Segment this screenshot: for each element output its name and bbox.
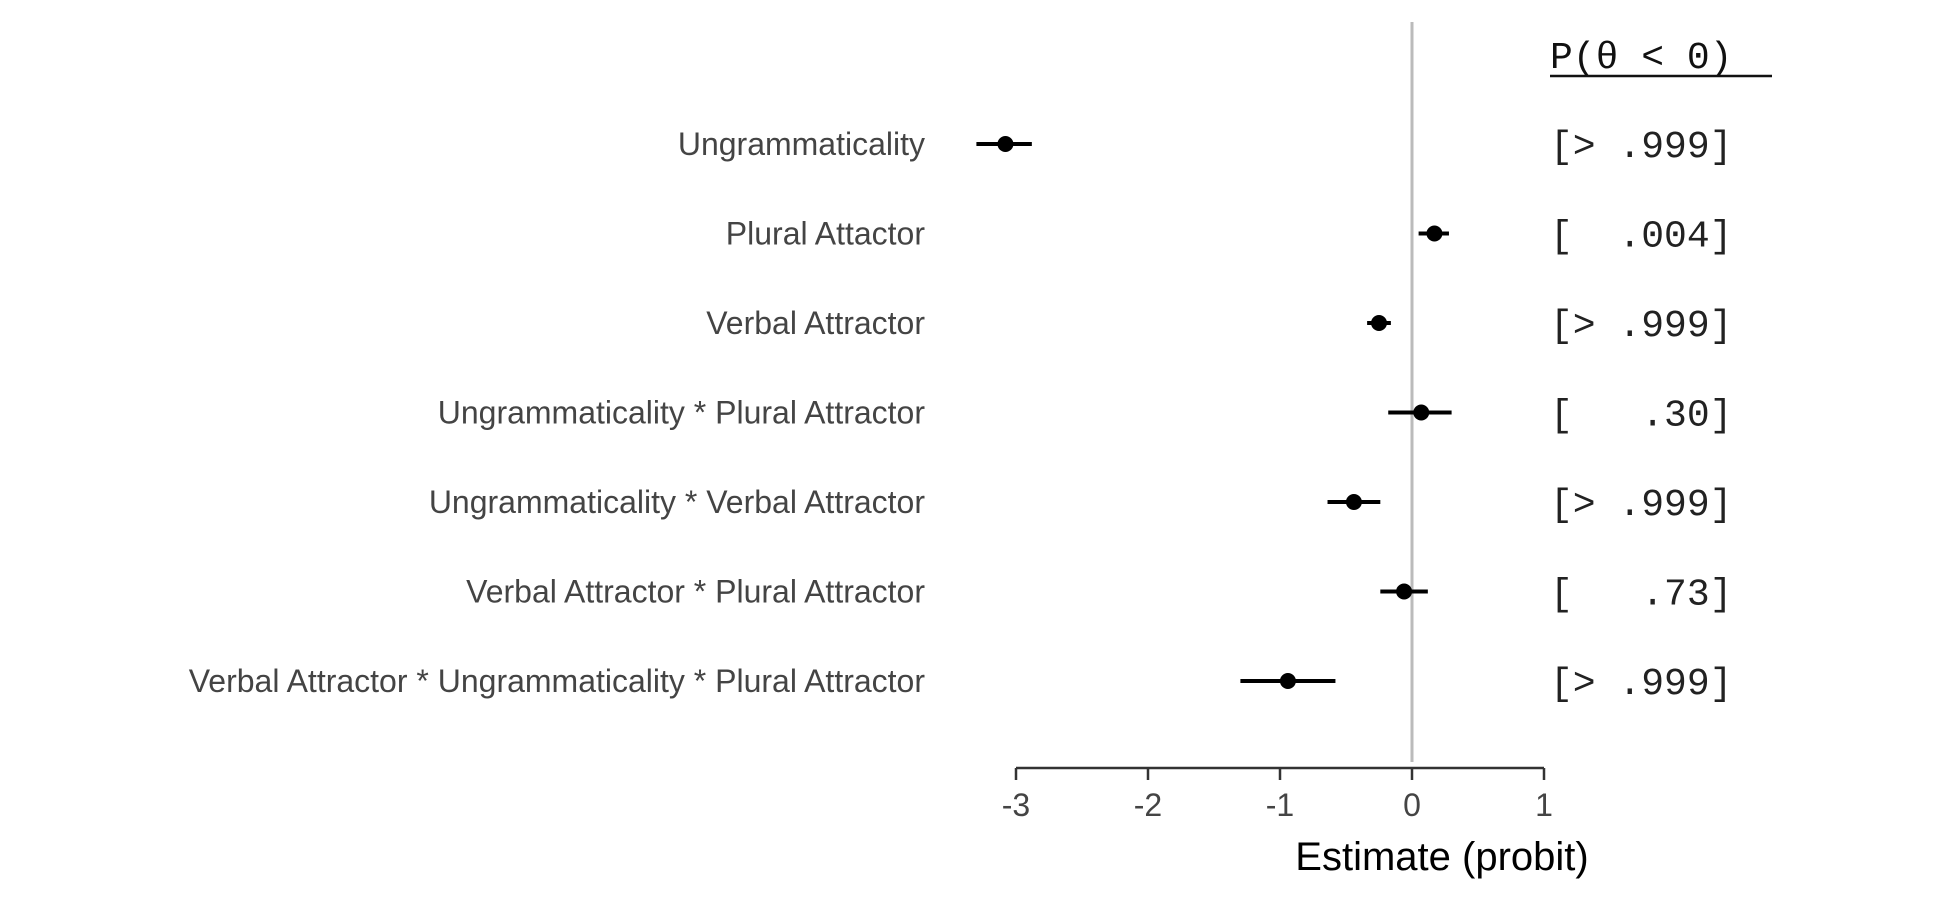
term-labels: Ungrammaticality Plural Attactor Verbal At… — [189, 126, 926, 699]
estimate-point — [1345, 494, 1362, 510]
x-tick-label: -1 — [1266, 787, 1294, 823]
probability-value: [> .999] — [1550, 126, 1732, 169]
probability-column: [> .999] [ .004] [> .999] [ .30] [> .999] [ .… — [1550, 126, 1732, 706]
estimate-point — [1396, 583, 1413, 600]
probability-header: P(θ < 0) — [1550, 37, 1732, 80]
estimate-point — [1279, 673, 1296, 689]
probability-value: [> .999] — [1550, 484, 1732, 527]
estimate-point — [997, 136, 1014, 152]
term-label: Verbal Attractor * Plural Attractor — [466, 574, 925, 610]
x-tick-label: -3 — [1002, 787, 1030, 823]
term-label: Verbal Attractor * Ungrammaticality * Pl… — [189, 663, 926, 699]
estimate-point — [1413, 404, 1430, 421]
term-label: Ungrammaticality — [678, 126, 925, 162]
probability-value: [ .30] — [1550, 395, 1732, 438]
term-label: Ungrammaticality * Plural Attractor — [438, 395, 926, 431]
probability-value: [ .004] — [1550, 216, 1732, 259]
x-tick-label: 0 — [1403, 787, 1421, 823]
probability-value: [> .999] — [1550, 663, 1732, 706]
x-tick-label: 1 — [1535, 787, 1553, 823]
x-axis-title: Estimate (probit) — [1295, 835, 1588, 879]
probability-value: [> .999] — [1550, 305, 1732, 348]
estimate-point — [1371, 315, 1387, 331]
x-axis: -3 -2 -1 0 1 — [1002, 766, 1553, 823]
term-label: Verbal Attractor — [706, 305, 925, 341]
x-tick-label: -2 — [1134, 787, 1162, 823]
estimate-point — [1426, 225, 1443, 242]
probability-value: [ .73] — [1550, 574, 1732, 617]
term-label: Ungrammaticality * Verbal Attractor — [429, 484, 926, 520]
estimate-marks — [976, 136, 1452, 689]
term-label: Plural Attactor — [726, 216, 926, 252]
